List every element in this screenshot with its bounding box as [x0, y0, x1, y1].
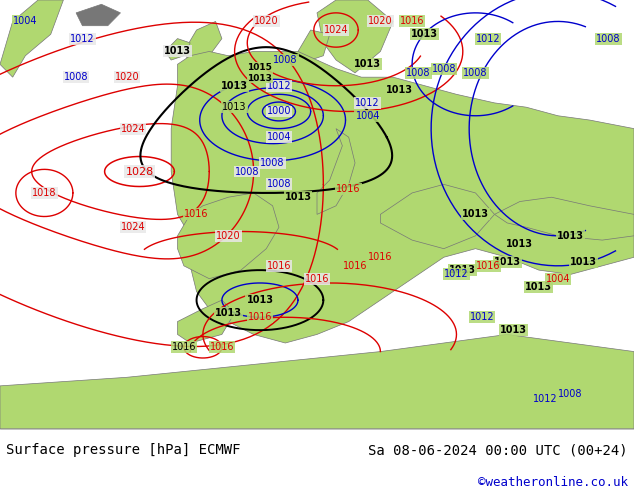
- Text: 1013: 1013: [494, 257, 521, 267]
- Text: 1013: 1013: [221, 81, 248, 91]
- Text: 1012: 1012: [356, 98, 380, 108]
- Text: 1013: 1013: [462, 209, 489, 220]
- Text: 1024: 1024: [121, 222, 145, 232]
- Text: 1016: 1016: [184, 209, 209, 220]
- Text: 1016: 1016: [476, 261, 500, 271]
- Polygon shape: [178, 193, 279, 279]
- Text: 1012: 1012: [267, 81, 291, 91]
- Text: 1013: 1013: [354, 59, 381, 69]
- Text: 1000: 1000: [267, 106, 291, 117]
- Text: 1013: 1013: [285, 192, 311, 202]
- Text: 1012: 1012: [470, 312, 494, 322]
- Text: 1008: 1008: [432, 64, 456, 74]
- Text: 1008: 1008: [597, 34, 621, 44]
- Text: 1020: 1020: [115, 72, 139, 82]
- Text: 1004: 1004: [356, 111, 380, 121]
- Text: 1008: 1008: [261, 158, 285, 168]
- Text: 1008: 1008: [406, 68, 430, 78]
- Text: 1013: 1013: [164, 47, 191, 56]
- Text: 1012: 1012: [476, 34, 500, 44]
- Text: 1015
1013: 1015 1013: [247, 63, 273, 83]
- Polygon shape: [380, 184, 495, 249]
- Text: 1008: 1008: [559, 390, 583, 399]
- Polygon shape: [184, 22, 222, 64]
- Text: 1018: 1018: [32, 188, 56, 198]
- Text: 1024: 1024: [324, 25, 348, 35]
- Text: 1013: 1013: [570, 257, 597, 267]
- Text: 1016: 1016: [337, 184, 361, 194]
- Text: 1016: 1016: [248, 312, 272, 322]
- Text: ©weatheronline.co.uk: ©weatheronline.co.uk: [477, 476, 628, 489]
- Text: 1016: 1016: [267, 261, 291, 271]
- Polygon shape: [298, 30, 330, 60]
- Text: 1016: 1016: [172, 343, 196, 352]
- Text: 1024: 1024: [121, 123, 145, 134]
- Text: 1016: 1016: [343, 261, 367, 271]
- Text: 1020: 1020: [368, 17, 392, 26]
- Text: 1028: 1028: [126, 167, 153, 176]
- Text: 1008: 1008: [463, 68, 488, 78]
- Polygon shape: [171, 51, 634, 343]
- Text: 1016: 1016: [368, 252, 392, 262]
- Text: 1016: 1016: [305, 274, 329, 284]
- Text: 1013: 1013: [247, 295, 273, 305]
- Polygon shape: [178, 300, 235, 343]
- Polygon shape: [0, 0, 63, 77]
- Text: 1013: 1013: [557, 231, 584, 241]
- Text: 1016: 1016: [400, 17, 424, 26]
- Polygon shape: [0, 334, 634, 429]
- Text: 1008: 1008: [267, 179, 291, 189]
- Polygon shape: [317, 129, 355, 215]
- Polygon shape: [76, 4, 120, 25]
- Text: 1013: 1013: [411, 29, 438, 39]
- Text: 1013: 1013: [507, 240, 533, 249]
- Text: 1013: 1013: [215, 308, 242, 318]
- Text: 1012: 1012: [444, 270, 469, 279]
- Text: Sa 08-06-2024 00:00 UTC (00+24): Sa 08-06-2024 00:00 UTC (00+24): [368, 443, 628, 457]
- Text: 1004: 1004: [13, 17, 37, 26]
- Text: 1008: 1008: [273, 55, 297, 65]
- Polygon shape: [495, 197, 634, 240]
- Text: Surface pressure [hPa] ECMWF: Surface pressure [hPa] ECMWF: [6, 443, 241, 457]
- Polygon shape: [317, 0, 393, 73]
- Text: 1013: 1013: [526, 282, 552, 292]
- Text: 1013: 1013: [386, 85, 413, 95]
- Text: 1004: 1004: [546, 274, 570, 284]
- Polygon shape: [165, 39, 190, 60]
- Text: 1012: 1012: [533, 394, 557, 404]
- Text: 1013: 1013: [450, 265, 476, 275]
- Text: 1013: 1013: [223, 102, 247, 112]
- Text: 1012: 1012: [70, 34, 94, 44]
- Text: 1020: 1020: [254, 17, 278, 26]
- Text: 1013: 1013: [500, 325, 527, 335]
- Text: 1004: 1004: [267, 132, 291, 142]
- Text: 1016: 1016: [210, 343, 234, 352]
- Text: 1020: 1020: [216, 231, 240, 241]
- Text: 1008: 1008: [64, 72, 88, 82]
- Text: 1008: 1008: [235, 167, 259, 176]
